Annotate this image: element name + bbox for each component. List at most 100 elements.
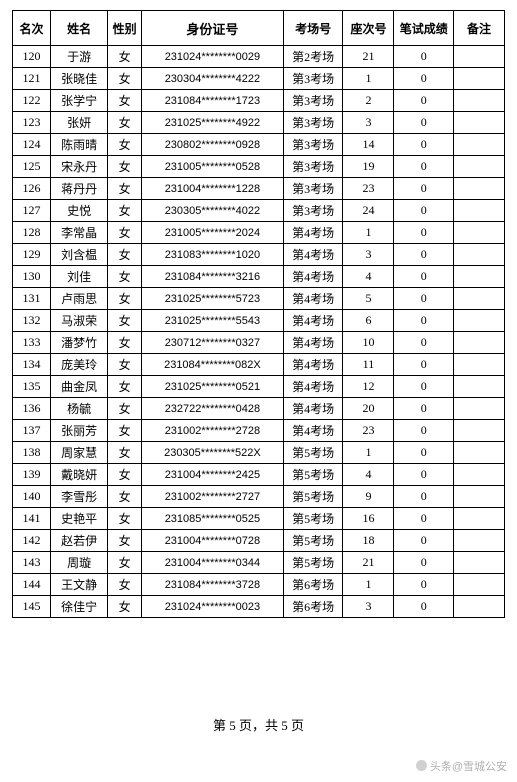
header-remark: 备注: [454, 11, 505, 46]
cell-rank: 127: [13, 200, 51, 222]
cell-seat: 3: [343, 596, 394, 618]
results-table: 名次 姓名 性别 身份证号 考场号 座次号 笔试成绩 备注 120于游女2310…: [12, 10, 505, 618]
cell-score: 0: [394, 134, 454, 156]
cell-seat: 1: [343, 574, 394, 596]
cell-id: 232722********0428: [141, 398, 283, 420]
cell-score: 0: [394, 398, 454, 420]
cell-id: 230712********0327: [141, 332, 283, 354]
table-row: 124陈雨晴女230802********0928第3考场140: [13, 134, 505, 156]
cell-rank: 129: [13, 244, 51, 266]
cell-gender: 女: [108, 486, 142, 508]
table-row: 129刘含榅女231083********1020第4考场30: [13, 244, 505, 266]
cell-score: 0: [394, 112, 454, 134]
cell-remark: [454, 222, 505, 244]
table-row: 137张丽芳女231002********2728第4考场230: [13, 420, 505, 442]
header-id: 身份证号: [141, 11, 283, 46]
cell-rank: 122: [13, 90, 51, 112]
cell-name: 张丽芳: [50, 420, 107, 442]
cell-room: 第4考场: [283, 288, 343, 310]
cell-remark: [454, 508, 505, 530]
cell-score: 0: [394, 200, 454, 222]
cell-rank: 136: [13, 398, 51, 420]
cell-rank: 130: [13, 266, 51, 288]
cell-room: 第4考场: [283, 310, 343, 332]
table-row: 132马淑荣女231025********5543第4考场60: [13, 310, 505, 332]
cell-rank: 124: [13, 134, 51, 156]
cell-seat: 23: [343, 178, 394, 200]
cell-rank: 120: [13, 46, 51, 68]
cell-seat: 16: [343, 508, 394, 530]
table-row: 131卢雨思女231025********5723第4考场50: [13, 288, 505, 310]
cell-score: 0: [394, 266, 454, 288]
watermark-text: 头条@雪城公安: [430, 761, 507, 773]
cell-gender: 女: [108, 156, 142, 178]
cell-seat: 20: [343, 398, 394, 420]
cell-name: 史艳平: [50, 508, 107, 530]
cell-score: 0: [394, 442, 454, 464]
cell-name: 赵若伊: [50, 530, 107, 552]
cell-seat: 21: [343, 46, 394, 68]
cell-remark: [454, 486, 505, 508]
cell-gender: 女: [108, 266, 142, 288]
cell-gender: 女: [108, 134, 142, 156]
cell-name: 蒋丹丹: [50, 178, 107, 200]
cell-id: 231084********082X: [141, 354, 283, 376]
cell-room: 第3考场: [283, 134, 343, 156]
cell-id: 231004********2425: [141, 464, 283, 486]
cell-remark: [454, 266, 505, 288]
cell-name: 周家慧: [50, 442, 107, 464]
table-row: 142赵若伊女231004********0728第5考场180: [13, 530, 505, 552]
cell-seat: 19: [343, 156, 394, 178]
cell-rank: 128: [13, 222, 51, 244]
cell-id: 231025********5723: [141, 288, 283, 310]
cell-rank: 135: [13, 376, 51, 398]
cell-gender: 女: [108, 310, 142, 332]
cell-gender: 女: [108, 442, 142, 464]
cell-score: 0: [394, 332, 454, 354]
cell-score: 0: [394, 508, 454, 530]
cell-name: 陈雨晴: [50, 134, 107, 156]
cell-seat: 3: [343, 244, 394, 266]
cell-room: 第5考场: [283, 442, 343, 464]
cell-seat: 4: [343, 266, 394, 288]
cell-id: 231084********3728: [141, 574, 283, 596]
cell-score: 0: [394, 530, 454, 552]
table-row: 120于游女231024********0029第2考场210: [13, 46, 505, 68]
header-gender: 性别: [108, 11, 142, 46]
cell-seat: 18: [343, 530, 394, 552]
cell-remark: [454, 134, 505, 156]
cell-room: 第4考场: [283, 222, 343, 244]
table-row: 144王文静女231084********3728第6考场10: [13, 574, 505, 596]
table-row: 126蒋丹丹女231004********1228第3考场230: [13, 178, 505, 200]
table-row: 122张学宁女231084********1723第3考场20: [13, 90, 505, 112]
cell-id: 230305********4022: [141, 200, 283, 222]
cell-score: 0: [394, 486, 454, 508]
cell-id: 231025********4922: [141, 112, 283, 134]
cell-gender: 女: [108, 398, 142, 420]
cell-name: 曲金凤: [50, 376, 107, 398]
cell-score: 0: [394, 244, 454, 266]
watermark: 头条@雪城公安: [416, 758, 507, 774]
cell-seat: 1: [343, 442, 394, 464]
table-row: 121张晓佳女230304********4222第3考场10: [13, 68, 505, 90]
cell-gender: 女: [108, 552, 142, 574]
cell-score: 0: [394, 552, 454, 574]
cell-id: 230802********0928: [141, 134, 283, 156]
cell-seat: 21: [343, 552, 394, 574]
cell-rank: 144: [13, 574, 51, 596]
table-row: 135曲金凤女231025********0521第4考场120: [13, 376, 505, 398]
cell-id: 231004********1228: [141, 178, 283, 200]
cell-room: 第3考场: [283, 156, 343, 178]
cell-rank: 131: [13, 288, 51, 310]
cell-rank: 143: [13, 552, 51, 574]
cell-room: 第3考场: [283, 178, 343, 200]
cell-gender: 女: [108, 90, 142, 112]
cell-room: 第4考场: [283, 398, 343, 420]
cell-room: 第5考场: [283, 464, 343, 486]
cell-remark: [454, 178, 505, 200]
cell-name: 庞美玲: [50, 354, 107, 376]
table-row: 133潘梦竹女230712********0327第4考场100: [13, 332, 505, 354]
header-seat: 座次号: [343, 11, 394, 46]
cell-gender: 女: [108, 464, 142, 486]
cell-rank: 133: [13, 332, 51, 354]
